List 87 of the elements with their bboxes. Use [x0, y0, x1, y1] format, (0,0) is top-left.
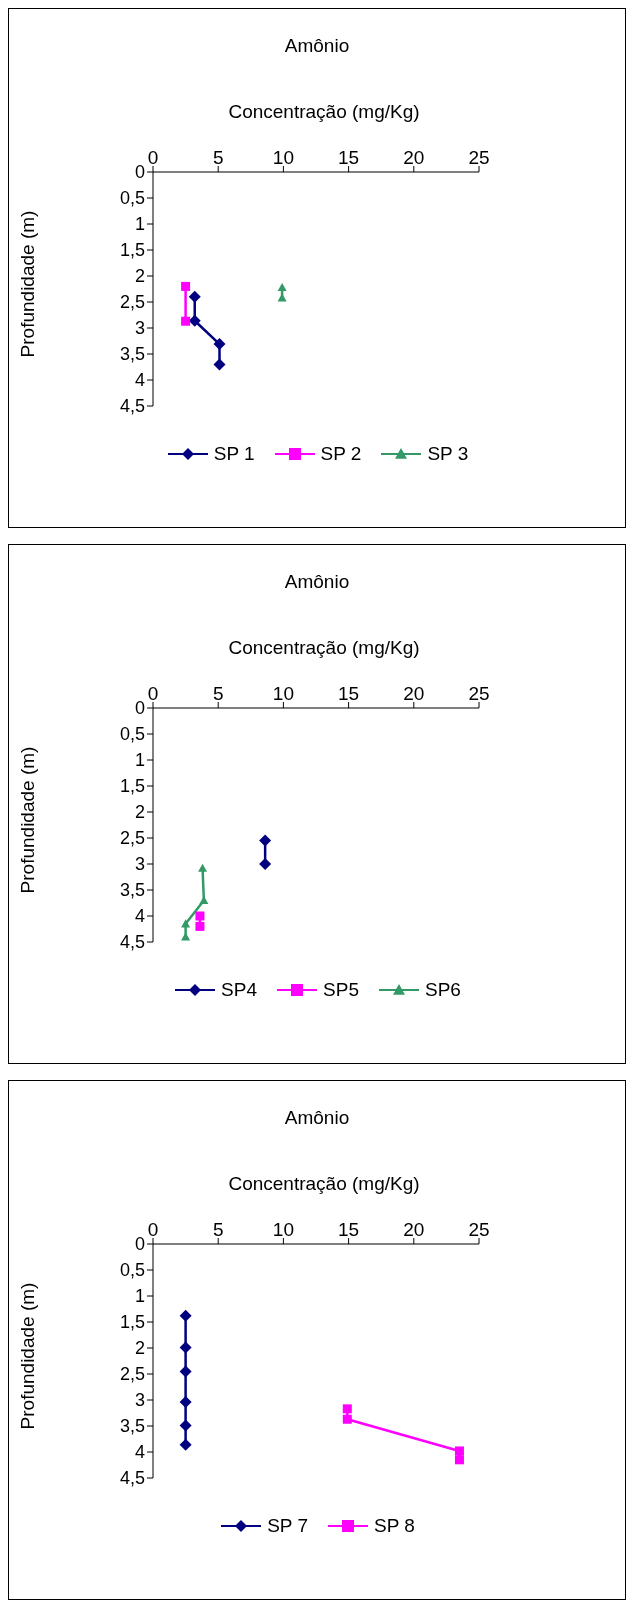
y-tick-label: 2 [134, 1338, 145, 1359]
x-tick-label: 20 [403, 1219, 425, 1240]
legend-label: SP 1 [213, 443, 255, 465]
point [259, 834, 272, 847]
x-axis-title: Concentração (mg/Kg) [227, 637, 421, 659]
y-tick-label: 4 [134, 906, 145, 927]
x-tick-label: 10 [272, 683, 294, 704]
point [179, 1396, 192, 1409]
y-tick-label: 3,5 [119, 344, 145, 365]
y-tick-label: 0,5 [119, 188, 145, 209]
legend-label: SP 2 [320, 443, 362, 465]
legend-label: SP6 [424, 979, 461, 1001]
point [179, 1341, 192, 1354]
point [181, 281, 191, 291]
x-axis-title: Concentração (mg/Kg) [227, 1173, 421, 1195]
y-tick-label: 0 [134, 1234, 145, 1255]
point [213, 338, 226, 351]
x-tick-label: 0 [147, 1219, 159, 1240]
y-tick-label: 3,5 [119, 880, 145, 901]
y-tick-label: 1 [134, 750, 145, 771]
y-tick-label: 1 [134, 1286, 145, 1307]
point [454, 1455, 464, 1465]
y-tick-label: 4,5 [119, 1468, 145, 1489]
y-tick-label: 1,5 [119, 1312, 145, 1333]
y-tick-label: 3 [134, 318, 145, 339]
chart-title: Amônio [283, 571, 351, 593]
x-tick-label: 15 [338, 683, 360, 704]
x-tick-label: 10 [272, 1219, 294, 1240]
y-tick-label: 4,5 [119, 932, 145, 953]
point [179, 1365, 192, 1378]
point [342, 1404, 352, 1414]
y-axis-title: Profundidade (m) [17, 1282, 39, 1430]
y-tick-label: 4,5 [119, 396, 145, 417]
point [259, 858, 272, 870]
point [181, 919, 191, 928]
x-tick-label: 5 [212, 683, 224, 704]
legend-label: SP 7 [267, 1515, 308, 1537]
y-tick-label: 4 [134, 1442, 145, 1463]
y-tick-label: 2,5 [119, 292, 145, 313]
y-tick-label: 3 [134, 854, 145, 875]
y-tick-label: 3 [134, 1390, 145, 1411]
x-tick-label: 5 [212, 1219, 224, 1240]
point [454, 1446, 464, 1456]
x-tick-label: 15 [338, 1219, 360, 1240]
y-tick-label: 2 [134, 802, 145, 823]
x-tick-label: 25 [468, 683, 490, 704]
y-tick-label: 3,5 [119, 1416, 145, 1437]
y-tick-label: 1,5 [119, 240, 145, 261]
point [213, 358, 226, 371]
x-axis-title: Concentração (mg/Kg) [227, 101, 421, 123]
y-tick-label: 0 [134, 698, 145, 719]
y-tick-label: 0,5 [119, 1260, 145, 1281]
legend-label: SP 3 [427, 443, 469, 465]
y-axis-title: Profundidade (m) [17, 746, 39, 894]
x-tick-label: 5 [212, 147, 224, 168]
legend-label: SP5 [323, 979, 359, 1001]
y-tick-label: 2,5 [119, 1364, 145, 1385]
y-tick-label: 0 [134, 162, 145, 183]
x-tick-label: 20 [403, 683, 425, 704]
legend-label: SP 8 [374, 1515, 415, 1537]
x-tick-label: 25 [468, 1219, 490, 1240]
y-tick-label: 4 [134, 370, 145, 391]
point [342, 1414, 352, 1424]
point [195, 911, 205, 921]
x-tick-label: 20 [403, 147, 425, 168]
point [179, 1309, 192, 1322]
x-tick-label: 25 [468, 147, 490, 168]
x-tick-label: 10 [272, 147, 294, 168]
x-tick-label: 0 [147, 147, 159, 168]
point [195, 921, 205, 931]
point [179, 1419, 192, 1432]
y-tick-label: 2 [134, 266, 145, 287]
point [181, 316, 191, 326]
y-tick-label: 2,5 [119, 828, 145, 849]
point [188, 290, 201, 303]
y-axis-title: Profundidade (m) [17, 210, 39, 358]
x-tick-label: 15 [338, 147, 360, 168]
y-tick-label: 1 [134, 214, 145, 235]
chart-title: Amônio [283, 35, 351, 57]
point [181, 932, 191, 941]
chart-title: Amônio [283, 1107, 351, 1129]
legend-label: SP4 [221, 979, 258, 1001]
x-tick-label: 0 [147, 683, 159, 704]
y-tick-label: 0,5 [119, 724, 145, 745]
point [198, 863, 208, 872]
point [179, 1438, 192, 1451]
y-tick-label: 1,5 [119, 776, 145, 797]
